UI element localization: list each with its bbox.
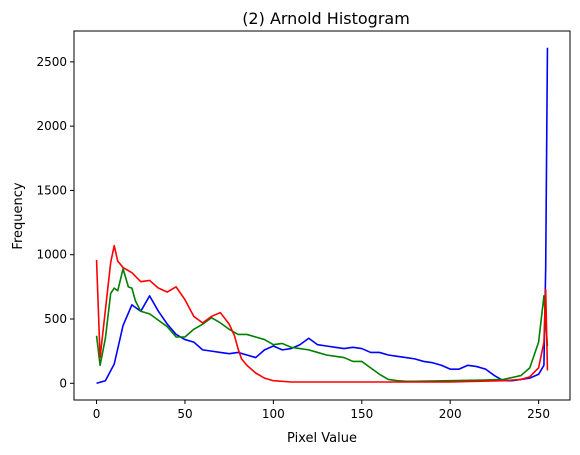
chart-title: (2) Arnold Histogram: [242, 9, 410, 28]
x-tick-label: 50: [177, 407, 192, 421]
series-line-1: [96, 47, 549, 385]
y-tick-label: 2500: [36, 55, 67, 69]
x-axis: 0 50 100 150 200 250: [93, 400, 550, 421]
y-axis: 0 500 1000 1500 2000 2500: [36, 55, 74, 390]
x-tick-label: 200: [439, 407, 462, 421]
y-tick-label: 500: [44, 312, 67, 326]
y-tick-label: 0: [59, 376, 67, 390]
series-layer: [95, 47, 549, 385]
x-axis-label: Pixel Value: [287, 431, 357, 446]
x-tick-label: 250: [527, 407, 550, 421]
series-line-2: [95, 268, 549, 383]
plot-frame: [73, 30, 571, 401]
y-tick-label: 2000: [36, 119, 67, 133]
y-tick-label: 1000: [36, 248, 67, 262]
x-tick-label: 100: [262, 407, 285, 421]
y-axis-label: Frequency: [11, 182, 26, 249]
x-tick-label: 0: [93, 407, 101, 421]
series-line-3: [95, 244, 549, 383]
y-tick-label: 1500: [36, 183, 67, 197]
x-tick-label: 150: [350, 407, 373, 421]
